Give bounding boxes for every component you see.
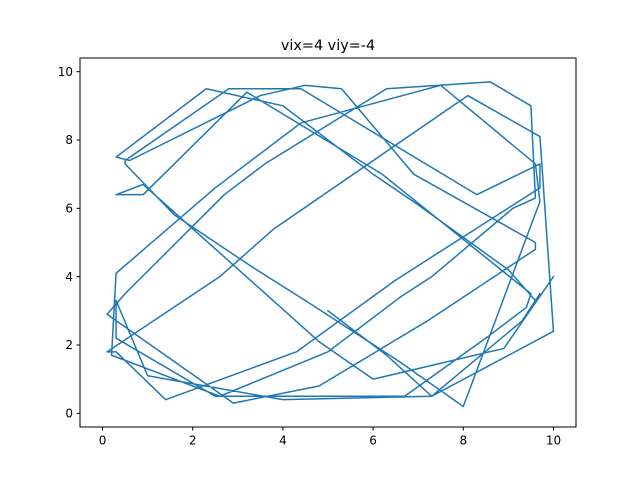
y-tick-label: 10 bbox=[58, 65, 73, 79]
x-tick-label: 8 bbox=[459, 434, 467, 448]
plot-area bbox=[106, 81, 555, 408]
y-tick-label: 8 bbox=[65, 133, 73, 147]
y-tick-label: 2 bbox=[65, 338, 73, 352]
x-tick-label: 10 bbox=[546, 434, 561, 448]
x-tick-label: 2 bbox=[189, 434, 197, 448]
chart-title: vix=4 viy=-4 bbox=[281, 38, 375, 54]
y-tick-label: 4 bbox=[65, 270, 73, 284]
y-tick-label: 0 bbox=[65, 407, 73, 421]
y-tick-label: 6 bbox=[65, 202, 73, 216]
x-tick-label: 0 bbox=[99, 434, 107, 448]
x-tick-label: 4 bbox=[279, 434, 287, 448]
axes: 0 2 4 6 8 10 0 2 4 6 8 10 bbox=[58, 57, 577, 448]
x-tick-label: 6 bbox=[369, 434, 377, 448]
axes-frame bbox=[79, 57, 577, 428]
series-line-0 bbox=[106, 81, 555, 408]
